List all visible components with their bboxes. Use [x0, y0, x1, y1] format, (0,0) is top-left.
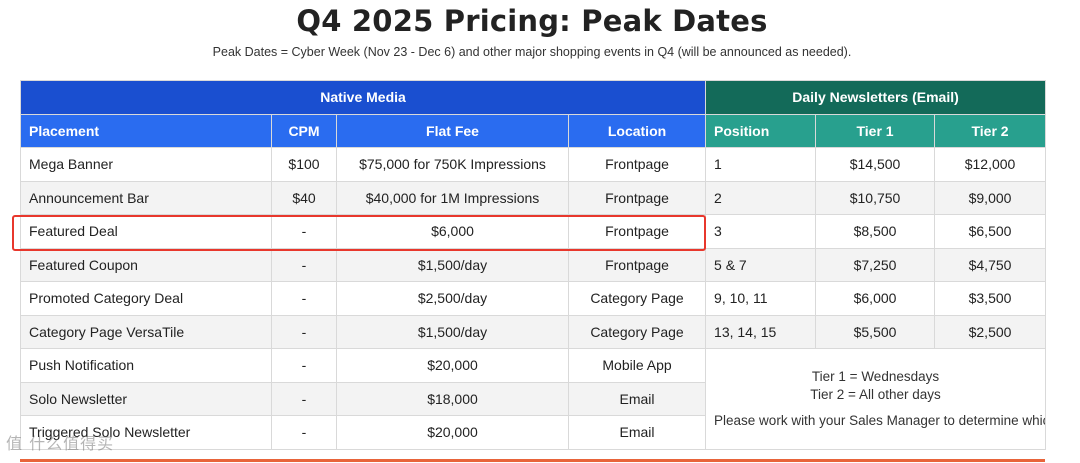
cell-location: Frontpage: [567, 147, 707, 182]
cell-placement: Solo Newsletter: [20, 381, 272, 416]
cell-placement: Category Page VersaTile: [20, 314, 272, 349]
column-header-placement: Placement: [20, 113, 272, 148]
table-row: Category Page VersaTile - $1,500/day Cat…: [20, 314, 1047, 349]
cell-placement: Featured Coupon: [20, 247, 272, 282]
tier1-note: Tier 1 = Wednesdays: [811, 368, 940, 384]
cell-location: Email: [567, 415, 707, 450]
cell-placement: Featured Deal: [20, 214, 272, 249]
table-row-featured-deal: Featured Deal - $6,000 Frontpage 3 $8,50…: [20, 214, 1047, 249]
cell-tier1: $6,000: [815, 281, 936, 316]
bottom-divider: [20, 459, 1045, 462]
cell-location: Category Page: [567, 281, 707, 316]
cell-placement: Triggered Solo Newsletter: [20, 415, 272, 450]
cell-cpm: -: [271, 348, 337, 383]
cell-cpm: -: [271, 281, 337, 316]
pricing-table: Native Media Daily Newsletters (Email) P…: [19, 80, 1047, 450]
column-header-tier2: Tier 2: [934, 113, 1047, 148]
cell-position: 1: [705, 147, 817, 182]
page-subtitle: Peak Dates = Cyber Week (Nov 23 - Dec 6)…: [212, 45, 852, 59]
cell-position: 3: [705, 214, 817, 249]
cell-position: 5 & 7: [705, 247, 817, 282]
cell-tier2: $12,000: [934, 147, 1047, 182]
cell-flat-fee: $20,000: [336, 415, 569, 450]
table-row: Announcement Bar $40 $40,000 for 1M Impr…: [20, 180, 1047, 215]
table-row: Mega Banner $100 $75,000 for 750K Impres…: [20, 147, 1047, 182]
tier2-note: Tier 2 = All other days: [810, 386, 941, 402]
cell-flat-fee: $40,000 for 1M Impressions: [336, 180, 569, 215]
cell-flat-fee: $6,000: [336, 214, 569, 249]
cell-position: 13, 14, 15: [705, 314, 817, 349]
tier-notes: Tier 1 = Wednesdays Tier 2 = All other d…: [705, 348, 1047, 450]
cell-placement: Promoted Category Deal: [20, 281, 272, 316]
cell-tier2: $9,000: [934, 180, 1047, 215]
cell-flat-fee: $1,500/day: [336, 247, 569, 282]
cell-location: Mobile App: [567, 348, 707, 383]
column-header-location: Location: [567, 113, 707, 148]
column-header-flat-fee: Flat Fee: [336, 113, 569, 148]
group-header-native-media: Native Media: [19, 80, 707, 115]
cell-tier1: $10,750: [815, 180, 936, 215]
cell-position: 9, 10, 11: [705, 281, 817, 316]
table-row: Push Notification - $20,000 Mobile App T…: [20, 348, 1047, 450]
cell-cpm: -: [271, 381, 337, 416]
column-header-cpm: CPM: [271, 113, 337, 148]
cell-tier2: $6,500: [934, 214, 1047, 249]
cell-placement: Announcement Bar: [20, 180, 272, 215]
cell-flat-fee: $1,500/day: [336, 314, 569, 349]
cell-tier1: $7,250: [815, 247, 936, 282]
table-row: Promoted Category Deal - $2,500/day Cate…: [20, 281, 1047, 316]
sales-manager-note: Please work with your Sales Manager to d…: [714, 412, 1045, 428]
cell-placement: Mega Banner: [20, 147, 272, 182]
cell-location: Email: [567, 381, 707, 416]
cell-location: Frontpage: [567, 247, 707, 282]
cell-tier1: $14,500: [815, 147, 936, 182]
page-title: Q4 2025 Pricing: Peak Dates: [296, 4, 768, 38]
cell-placement: Push Notification: [20, 348, 272, 383]
cell-tier2: $4,750: [934, 247, 1047, 282]
cell-flat-fee: $18,000: [336, 381, 569, 416]
column-header-position: Position: [705, 113, 817, 148]
cell-flat-fee: $20,000: [336, 348, 569, 383]
cell-tier2: $3,500: [934, 281, 1047, 316]
cell-cpm: $100: [271, 147, 337, 182]
cell-tier2: $2,500: [934, 314, 1047, 349]
watermark: 值 什么值得买: [6, 434, 115, 453]
cell-location: Frontpage: [567, 180, 707, 215]
cell-cpm: $40: [271, 180, 337, 215]
column-header-tier1: Tier 1: [815, 113, 936, 148]
cell-cpm: -: [271, 415, 337, 450]
cell-location: Frontpage: [567, 214, 707, 249]
cell-location: Category Page: [567, 314, 707, 349]
cell-cpm: -: [271, 247, 337, 282]
cell-position: 2: [705, 180, 817, 215]
table-row: Featured Coupon - $1,500/day Frontpage 5…: [20, 247, 1047, 282]
table-row: Triggered Solo Newsletter - $20,000 Emai…: [20, 415, 1046, 450]
cell-cpm: -: [271, 314, 337, 349]
cell-flat-fee: $2,500/day: [336, 281, 569, 316]
group-header-daily-newsletters: Daily Newsletters (Email): [705, 80, 1047, 115]
cell-cpm: -: [271, 214, 337, 249]
cell-flat-fee: $75,000 for 750K Impressions: [336, 147, 569, 182]
cell-tier1: $8,500: [815, 214, 936, 249]
cell-tier1: $5,500: [815, 314, 936, 349]
table-row: Solo Newsletter - $18,000 Email: [20, 381, 1046, 416]
